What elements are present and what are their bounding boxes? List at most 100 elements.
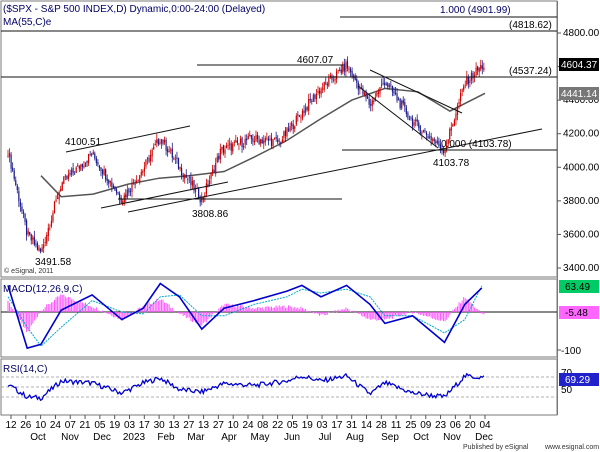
candle-body [247,135,249,140]
x-day-label: 12 [5,420,17,431]
macd-axis-tick: -100 [561,346,581,357]
x-month-label: Jul [319,432,332,443]
candle-body [270,137,273,146]
candle-body [119,193,121,200]
candle-body [243,145,245,148]
candle-body [332,79,335,81]
last-price-badge [559,58,599,71]
candle-body [322,88,324,90]
rsi-line [7,372,485,402]
candle-body [309,98,311,101]
candle-body [8,153,11,157]
macd-histogram [7,294,485,333]
candle-body [129,191,132,192]
candle-body [473,75,476,78]
candle-body [320,88,322,95]
candle-body [215,163,217,174]
candle-body [373,100,375,102]
candle-body [362,88,364,95]
high-4607-label: 4607.07 [297,55,334,66]
x-day-label: 13 [168,420,180,431]
candle-body [478,67,480,73]
candle-body [205,183,207,195]
candle-body [163,139,166,143]
candle-body [442,149,445,153]
price-tick-label: 4400.00 [563,95,600,106]
candle-body [368,98,370,105]
candle-body [125,194,127,198]
candle-body [159,142,161,144]
candle-body [391,85,393,92]
candle-body [336,71,338,80]
candle-body [179,166,181,169]
last-price-value: 4604.37 [561,60,598,71]
candle-body [26,220,28,236]
candle-body [39,248,42,252]
candle-body [173,157,175,160]
x-month-label: Mar [187,432,205,443]
macd-line [7,282,483,350]
candle-body [345,62,347,72]
macd-signal-line [7,285,483,347]
x-day-label: 30 [154,420,166,431]
candle-body [384,82,386,86]
candle-body [323,82,325,90]
candle-body [212,169,214,173]
candle-body [61,182,63,191]
x-day-label: 26 [20,420,32,431]
candle-body [359,87,361,90]
candle-body [70,169,73,175]
price-tick-label: 4000.00 [563,162,600,173]
macd-value-badge [559,280,599,293]
candle-body [97,162,99,165]
candle-body [176,157,178,159]
candle-body [181,167,183,175]
ma-legend-suffix: e [46,17,52,28]
candle-body [363,92,366,95]
candle-body [455,113,457,121]
candle-body [408,118,411,120]
candle-body [260,139,262,144]
candle-body [452,124,454,127]
candle-body [160,139,163,144]
candle-body [86,160,88,163]
candle-body [404,102,406,107]
candle-body [380,84,383,86]
macd-lines-layer [7,282,483,350]
candle-body [191,181,194,186]
candle-body [295,115,297,125]
candle-body [261,139,263,144]
candle-body [453,120,455,126]
candle-body [213,169,215,173]
candle-body [210,172,212,179]
rsi-axis-tick-50: 50 [561,385,573,396]
candle-body [134,184,136,185]
candle-body [398,99,400,101]
x-month-label: 2023 [123,432,146,443]
candle-body [266,138,268,139]
candle-body [143,167,145,172]
candle-body [421,132,423,134]
candle-body [312,94,314,102]
candle-body [29,231,31,235]
candle-body [382,82,384,84]
candle-body [416,119,418,122]
candle-body [255,135,257,142]
candle-body [329,75,331,77]
x-day-label: 03 [317,420,329,431]
candle-body [292,124,294,130]
fib-1000-label: 1.000 (4901.99) [440,5,511,16]
candle-body [100,167,102,171]
candle-body [466,76,468,85]
candle-body [52,212,54,222]
candle-body [348,68,350,70]
candle-body [98,165,101,169]
candle-body [33,236,35,245]
candle-body [201,197,203,203]
candle-body [92,151,94,155]
hist-value-badge [559,306,599,319]
ma-legend-label: MA(55,C) [3,17,46,28]
candle-body [456,105,459,115]
candle-body [185,174,187,178]
candle-body [340,69,342,74]
